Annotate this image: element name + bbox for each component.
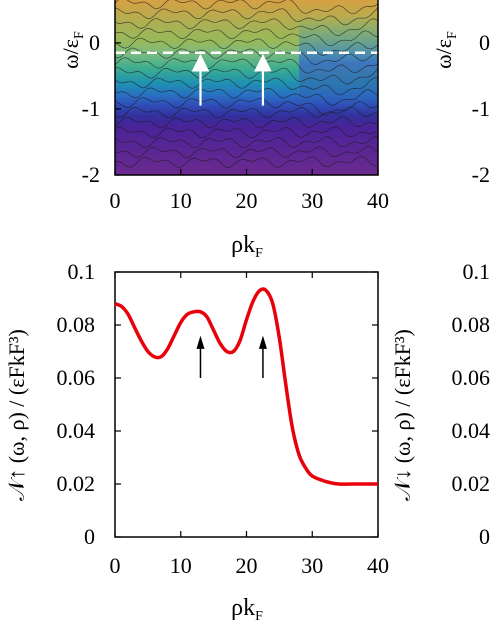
x-tick-label: 30 [301,553,323,578]
line-xlabel: ρkF [231,595,263,624]
x-tick-label: 0 [110,188,121,213]
series-line [114,287,378,486]
arrow-head [196,335,205,349]
contour-line [115,155,378,168]
line-panel: 0 10 20 30 40 0 0.02 0.04 0.06 0.08 0.1 𝒩↑ (ω, ρ) … [4,259,490,624]
arrow-head [258,335,267,349]
x-tick-label: 40 [367,188,389,213]
right-y-tick-label: 0.02 [452,471,491,496]
contour-line [115,7,378,26]
heatmap-right-ylabel: ω/εF [431,31,460,69]
x-tick-label: 20 [236,553,258,578]
heatmap-right-tick-labels: -2 -1 0 [472,30,490,187]
contour-line [115,136,378,149]
contour-line [115,77,378,96]
x-tick-label: 40 [367,553,389,578]
contour-line [115,57,378,74]
heatmap-ylabel: ω/εF [58,31,87,69]
contour-line [115,87,378,106]
heatmap-xlabel: ρkF [231,232,263,261]
heatmap-plot-area [115,0,378,175]
contour-line [115,126,378,139]
line-frame [114,271,379,538]
y-tick-label: -1 [82,96,100,121]
y-tick-label: 0.08 [57,312,96,337]
contour-line [115,106,378,119]
heatmap-arrows [191,53,272,106]
y-tick-label: 0.1 [68,259,96,284]
heatmap-tick-labels: 0 10 20 30 40 -2 -1 0 [82,30,389,213]
y-tick-label: 0.06 [57,365,96,390]
x-tick-label: 30 [301,188,323,213]
line-right-ylabel: 𝒩↓ (ω, ρ) / (εFkF³) [390,329,415,501]
contour-line [115,97,378,116]
contour-line [115,37,378,56]
right-y-tick-label: 0.06 [452,365,491,390]
x-tick-label: 10 [170,553,192,578]
right-y-tick-label: 0.08 [452,312,491,337]
contour-line [115,0,378,15]
line-arrows [196,335,267,378]
contour-line [115,18,378,37]
contour-line [115,27,378,47]
right-y-tick-label: 0 [479,524,490,549]
contour-line [115,116,378,129]
line-tick-labels: 0 10 20 30 40 0 0.02 0.04 0.06 0.08 0.1 [57,259,390,578]
contour-line [115,67,378,85]
line-ticks [114,271,379,538]
right-y-tick-label: 0.04 [452,418,491,443]
line-right-tick-labels: 0 0.02 0.04 0.06 0.08 0.1 [452,259,491,549]
heatmap-panel: 0 10 20 30 40 -2 -1 0 ω/εF ω/εF -2 -1 0 ρkF [58,0,490,261]
x-tick-label: 0 [110,553,121,578]
line-ylabel: 𝒩↑ (ω, ρ) / (εFkF³) [4,329,29,501]
x-tick-label: 10 [170,188,192,213]
contour-line [115,47,378,66]
right-y-tick-label: -1 [472,96,490,121]
y-tick-label: 0.02 [57,471,96,496]
right-y-tick-label: -2 [472,162,490,187]
y-tick-label: 0.04 [57,418,96,443]
y-tick-label: 0 [89,30,100,55]
heatmap-ticks [114,42,379,176]
right-y-tick-label: 0.1 [463,259,491,284]
contour-line [115,145,378,159]
heatmap-contours [115,0,378,168]
right-y-tick-label: 0 [479,30,490,55]
x-tick-label: 20 [236,188,258,213]
y-tick-label: 0 [84,524,95,549]
y-tick-label: -2 [82,162,100,187]
